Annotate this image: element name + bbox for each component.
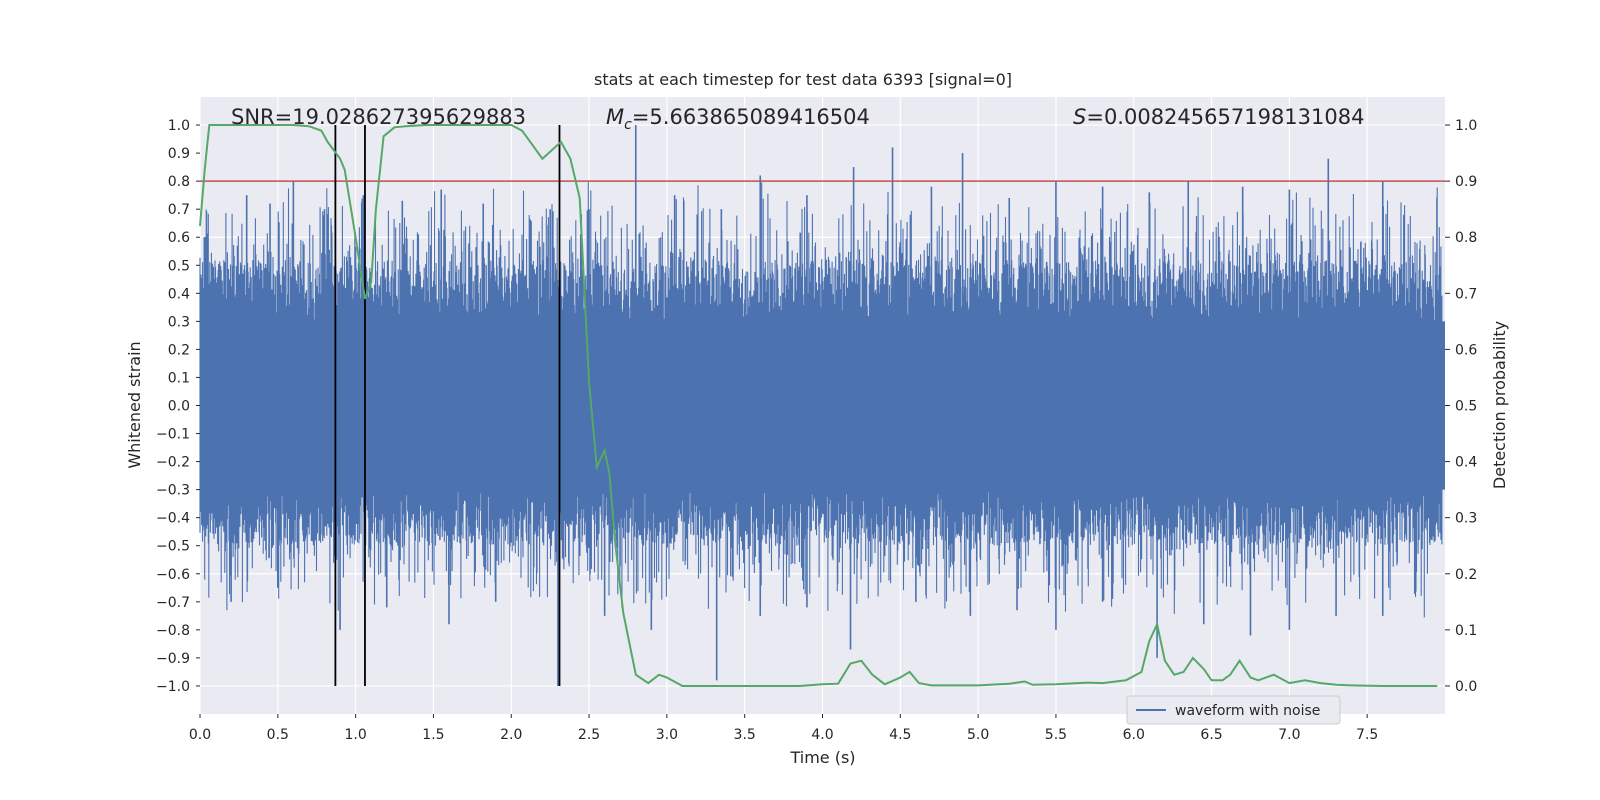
x-tick-label: 7.0 <box>1278 727 1300 743</box>
y-tick-label: −0.1 <box>156 427 190 443</box>
detection-probability-line <box>199 124 1438 687</box>
snr-annotation: SNR=19.028627395629883 <box>231 105 526 129</box>
x-tick-label: 3.0 <box>656 727 678 743</box>
y2-tick-label: 0.5 <box>1455 399 1477 415</box>
x-tick-label: 2.0 <box>500 727 522 743</box>
y-tick-label: 1.0 <box>168 118 190 134</box>
y2-tick-label: 0.1 <box>1455 623 1477 639</box>
y2-axis-label: Detection probability <box>1490 321 1509 489</box>
y2-tick-label: 0.4 <box>1455 455 1477 471</box>
y-tick-label: −0.2 <box>156 455 190 471</box>
legend: waveform with noise <box>1126 695 1341 725</box>
y-tick-label: −0.9 <box>156 651 190 667</box>
y-tick-label: −0.5 <box>156 539 190 555</box>
waveform-with-noise-series <box>199 125 1445 686</box>
y-axis-label: Whitened strain <box>125 341 144 468</box>
x-tick-label: 1.0 <box>344 727 366 743</box>
y-tick-label: −0.6 <box>156 567 190 583</box>
s-value: =0.008245657198131084 <box>1086 105 1364 129</box>
chart-title: stats at each timestep for test data 639… <box>594 70 1012 89</box>
y-tick-label: 0.9 <box>168 146 190 162</box>
y-tick-label: −0.3 <box>156 483 190 499</box>
x-tick-label: 2.5 <box>578 727 600 743</box>
y2-tick-label: 0.0 <box>1455 679 1477 695</box>
y-tick-labels: 1.0 0.9 0.8 0.7 0.6 0.5 0.4 0.3 0.2 0.1 0.0 −0.1 −0.… <box>156 118 200 695</box>
x-tick-labels: 0.0 0.5 1.0 1.5 2.0 2.5 3.0 3.5 4.0 4.5 5.0 5.5 6.0 6… <box>189 714 1378 743</box>
y-tick-label: 0.2 <box>168 342 190 358</box>
x-tick-label: 6.0 <box>1123 727 1145 743</box>
y-tick-label: −1.0 <box>156 679 190 695</box>
legend-box <box>1126 695 1341 725</box>
y2-tick-label: 0.2 <box>1455 567 1477 583</box>
y2-tick-label: 0.3 <box>1455 511 1477 527</box>
s-symbol: S <box>1073 105 1086 129</box>
y2-tick-label: 0.6 <box>1455 342 1477 358</box>
y-tick-label: 0.4 <box>168 286 190 302</box>
y-tick-label: 0.6 <box>168 230 190 246</box>
y-tick-label: 0.8 <box>168 174 190 190</box>
chirp-mass-symbol: M <box>606 105 624 129</box>
x-tick-label: 1.5 <box>422 727 444 743</box>
y-tick-label: 0.0 <box>168 399 190 415</box>
x-tick-label: 5.0 <box>967 727 989 743</box>
legend-label: waveform with noise <box>1175 703 1320 719</box>
y-tick-label: 0.5 <box>168 258 190 274</box>
y-tick-label: 0.3 <box>168 314 190 330</box>
x-tick-label: 0.0 <box>189 727 211 743</box>
chirp-mass-annotation: Mc=5.663865089416504 <box>606 105 870 133</box>
x-tick-label: 7.5 <box>1356 727 1378 743</box>
x-tick-label: 5.5 <box>1045 727 1067 743</box>
chirp-mass-subscript: c <box>624 117 632 133</box>
x-tick-label: 4.0 <box>811 727 833 743</box>
x-tick-label: 4.5 <box>889 727 911 743</box>
x-tick-label: 6.5 <box>1200 727 1222 743</box>
noise-core <box>200 321 1445 490</box>
y2-tick-label: 0.7 <box>1455 286 1477 302</box>
chirp-mass-value: =5.663865089416504 <box>632 105 870 129</box>
y-tick-label: 0.1 <box>168 370 190 386</box>
x-axis-label: Time (s) <box>789 748 855 767</box>
y2-tick-label: 0.8 <box>1455 230 1477 246</box>
y2-tick-labels: 1.0 0.9 0.8 0.7 0.6 0.5 0.4 0.3 0.2 0.1 0.0 <box>1445 118 1477 695</box>
y2-tick-label: 1.0 <box>1455 118 1477 134</box>
y-tick-label: −0.8 <box>156 623 190 639</box>
y-tick-label: −0.7 <box>156 595 190 611</box>
x-tick-label: 3.5 <box>734 727 756 743</box>
s-statistic-annotation: S=0.008245657198131084 <box>1073 105 1364 129</box>
trigger-lines <box>334 125 561 686</box>
y2-tick-label: 0.9 <box>1455 174 1477 190</box>
y-tick-label: −0.4 <box>156 511 190 527</box>
x-tick-label: 0.5 <box>267 727 289 743</box>
y-tick-label: 0.7 <box>168 202 190 218</box>
